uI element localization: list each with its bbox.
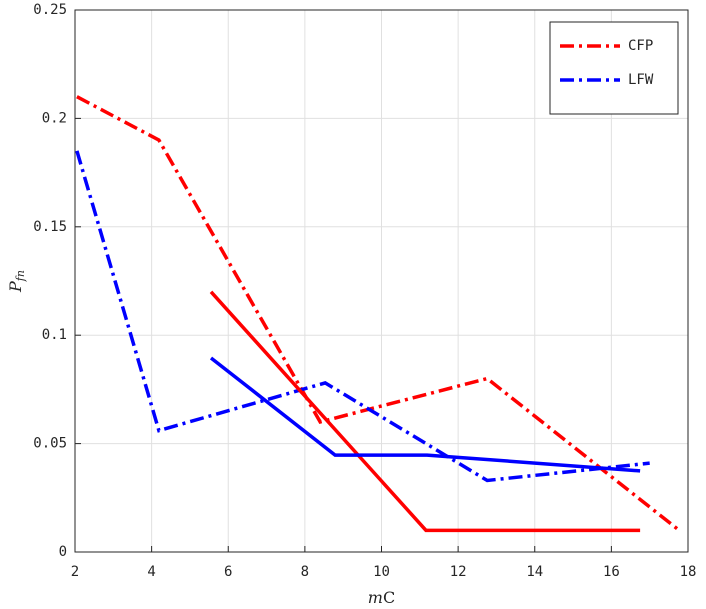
line xyxy=(209,356,641,473)
legend-label: LFW xyxy=(628,72,654,88)
x-tick-label: 4 xyxy=(147,564,155,580)
x-label-part: m xyxy=(368,588,383,607)
x-tick-label: 14 xyxy=(526,564,543,580)
x-tick-label: 18 xyxy=(680,564,697,580)
line xyxy=(75,150,650,483)
y-tick-label: 0.1 xyxy=(42,327,67,343)
line xyxy=(209,290,641,533)
x-tick-label: 16 xyxy=(603,564,620,580)
x-axis-label: mC xyxy=(368,588,395,607)
y-label-part: P xyxy=(6,281,25,293)
x-tick-label: 12 xyxy=(450,564,467,580)
x-tick-label: 2 xyxy=(71,564,79,580)
x-tick-label: 6 xyxy=(224,564,232,580)
y-axis-label: Pfn xyxy=(6,270,28,293)
legend-box xyxy=(549,21,679,115)
y-tick-label: 0.05 xyxy=(33,436,67,452)
y-tick-label: 0 xyxy=(59,544,67,560)
x-tick-label: 10 xyxy=(373,564,390,580)
y-tick-label: 0.2 xyxy=(42,110,67,126)
y-tick-label: 0.25 xyxy=(33,2,67,18)
axes-box xyxy=(74,9,689,553)
legend-label: CFP xyxy=(628,38,653,54)
y-tick-label: 0.15 xyxy=(33,219,67,235)
x-label-part: C xyxy=(383,588,395,607)
y-label-part: fn xyxy=(14,270,27,282)
line xyxy=(76,95,681,532)
x-tick-label: 8 xyxy=(301,564,309,580)
